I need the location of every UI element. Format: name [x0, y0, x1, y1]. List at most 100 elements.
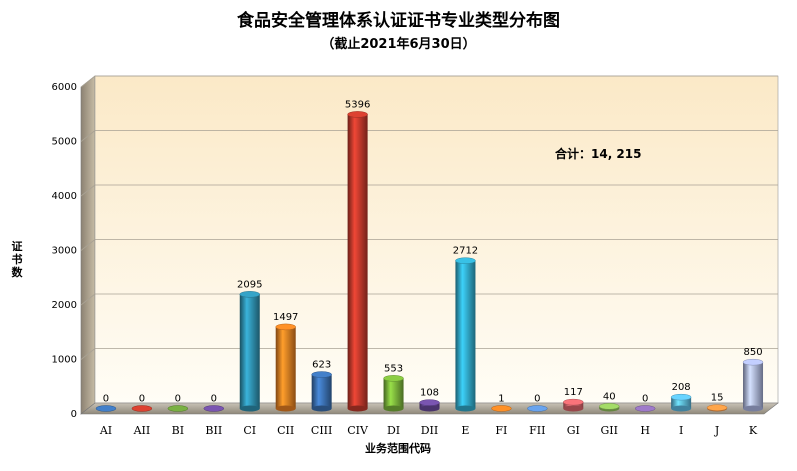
chart-title: 食品安全管理体系认证证书专业类型分布图 — [237, 11, 560, 31]
data-label: 0 — [534, 394, 540, 405]
bar-E — [455, 257, 476, 412]
bar-cap — [706, 404, 728, 411]
x-tick-label: H — [640, 424, 650, 437]
data-label: 15 — [711, 393, 724, 404]
data-label: 623 — [312, 360, 331, 371]
bar-base — [311, 405, 332, 412]
bar-cap — [311, 371, 332, 378]
data-label: 0 — [139, 394, 145, 405]
bar-GII — [598, 403, 620, 412]
x-tick-label: GI — [567, 424, 580, 437]
bar-FI — [491, 405, 512, 412]
data-label: 0 — [211, 394, 217, 405]
chart-subtitle: （截止2021年6月30日） — [321, 37, 476, 52]
x-tick-label: GII — [600, 424, 617, 437]
gridline-side — [80, 239, 96, 251]
x-tick-label: DII — [421, 424, 439, 437]
bar-base — [563, 405, 584, 412]
bar-J — [706, 404, 728, 412]
y-tick-label: 6000 — [52, 82, 77, 93]
y-tick-label: 5000 — [52, 137, 77, 148]
gridline-side — [80, 130, 96, 142]
bar-body — [275, 326, 296, 409]
bar-base — [455, 405, 476, 412]
x-tick-label: CIV — [347, 424, 369, 437]
bar-body — [455, 260, 476, 409]
y-tick-label: 2000 — [52, 300, 77, 311]
bar-DII — [419, 399, 440, 412]
data-label: 553 — [384, 363, 403, 374]
x-axis-label: 业务范围代码 — [365, 441, 431, 455]
bar-cap — [131, 405, 153, 412]
data-label: 117 — [564, 387, 583, 398]
bar-I — [670, 393, 692, 412]
bar-cap — [239, 291, 261, 298]
bar-cap — [491, 405, 512, 412]
bar-K — [742, 358, 764, 412]
bar-cap — [742, 358, 764, 366]
bar-AI — [95, 405, 117, 412]
bar-cap — [347, 111, 368, 118]
x-tick-label: AII — [133, 424, 151, 437]
bar-cap — [598, 403, 620, 410]
bar-cap — [419, 399, 440, 406]
x-tick-label: I — [679, 424, 683, 437]
gridline-side — [80, 348, 96, 360]
bar-body — [311, 374, 332, 409]
data-label: 208 — [672, 382, 691, 393]
bar-CIV — [347, 111, 368, 412]
bar-cap — [383, 375, 404, 382]
bar-cap — [95, 405, 117, 412]
bar-BI — [167, 405, 189, 412]
bar-CIII — [311, 371, 332, 412]
bar-base — [239, 405, 260, 412]
bar-cap — [563, 398, 584, 406]
x-tick-label: BII — [205, 424, 222, 437]
x-tick-label: CIII — [311, 424, 332, 437]
y-axis-label: 证书数 — [11, 240, 23, 279]
gridline-side — [80, 293, 96, 306]
bar-body — [743, 362, 764, 409]
x-tick-label: CI — [243, 424, 256, 437]
bar-cap — [167, 405, 189, 412]
y-tick-label: 1000 — [52, 355, 77, 366]
y-tick-label: 3000 — [52, 246, 77, 257]
x-tick-label: DI — [387, 424, 400, 437]
bar-body — [383, 378, 404, 409]
bar-cap — [634, 405, 656, 412]
data-label: 1497 — [273, 312, 298, 323]
bar-base — [383, 405, 404, 412]
x-tick-label: J — [714, 424, 719, 437]
bar-CI — [239, 291, 261, 412]
bar-FII — [527, 405, 548, 412]
data-label: 108 — [420, 388, 439, 399]
data-label: 5396 — [345, 99, 370, 110]
bar-base — [743, 405, 764, 412]
total-annotation: 合计：14, 215 — [555, 146, 642, 161]
bar-cap — [275, 323, 296, 331]
data-label: 0 — [642, 394, 648, 405]
bar-base — [275, 405, 296, 412]
bar-cap — [455, 257, 476, 264]
x-tick-label: BI — [172, 424, 184, 437]
bar-body — [239, 294, 260, 409]
bar-cap — [203, 405, 225, 412]
y-tick-label: 0 — [71, 409, 77, 420]
x-tick-label: FI — [495, 424, 507, 437]
data-label: 0 — [175, 394, 181, 405]
x-tick-label: E — [461, 424, 469, 437]
gridline-side — [80, 75, 96, 88]
data-label: 0 — [103, 394, 109, 405]
bar-base — [671, 405, 692, 412]
bar-body — [671, 397, 692, 409]
bar-AII — [131, 405, 153, 412]
bar-base — [419, 405, 440, 412]
x-tick-label: CII — [277, 424, 294, 437]
bar-cap — [670, 393, 692, 401]
data-label: 2712 — [453, 246, 478, 257]
x-tick-label: AI — [99, 424, 112, 437]
bar-BII — [203, 405, 225, 412]
bar-H — [634, 405, 656, 412]
bar-GI — [563, 398, 584, 412]
